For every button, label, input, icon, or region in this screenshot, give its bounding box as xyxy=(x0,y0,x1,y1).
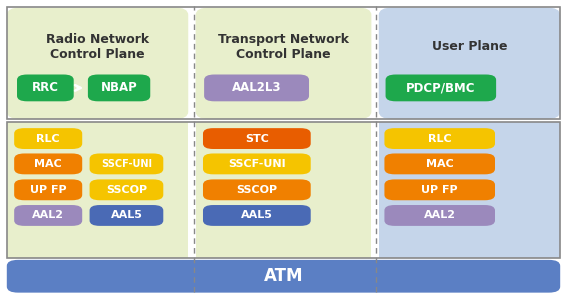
Text: AAL2: AAL2 xyxy=(424,210,456,221)
FancyBboxPatch shape xyxy=(90,179,163,200)
FancyBboxPatch shape xyxy=(384,205,495,226)
Bar xyxy=(196,122,371,258)
FancyBboxPatch shape xyxy=(88,74,150,101)
Text: MAC: MAC xyxy=(35,159,62,169)
FancyBboxPatch shape xyxy=(203,128,311,149)
FancyBboxPatch shape xyxy=(90,153,163,174)
Bar xyxy=(379,122,560,258)
Text: RLC: RLC xyxy=(36,134,60,144)
Text: STC: STC xyxy=(245,134,269,144)
Text: NBAP: NBAP xyxy=(101,81,137,94)
Text: User Plane: User Plane xyxy=(431,40,507,53)
Text: UP FP: UP FP xyxy=(421,185,458,195)
FancyBboxPatch shape xyxy=(196,7,371,119)
Bar xyxy=(7,122,188,258)
Text: AAL2L3: AAL2L3 xyxy=(232,81,281,94)
FancyBboxPatch shape xyxy=(203,179,311,200)
Bar xyxy=(7,7,560,119)
Text: SSCF-UNI: SSCF-UNI xyxy=(101,159,152,169)
Bar xyxy=(7,122,560,258)
FancyBboxPatch shape xyxy=(386,74,496,101)
Text: ATM: ATM xyxy=(264,267,303,285)
Text: AAL2: AAL2 xyxy=(32,210,64,221)
Text: SSCF-UNI: SSCF-UNI xyxy=(228,159,286,169)
Text: MAC: MAC xyxy=(426,159,454,169)
FancyBboxPatch shape xyxy=(7,260,560,293)
FancyBboxPatch shape xyxy=(7,7,188,119)
Text: AAL5: AAL5 xyxy=(111,210,142,221)
FancyBboxPatch shape xyxy=(90,205,163,226)
FancyBboxPatch shape xyxy=(17,74,74,101)
FancyBboxPatch shape xyxy=(14,128,82,149)
Text: SSCOP: SSCOP xyxy=(106,185,147,195)
FancyBboxPatch shape xyxy=(204,74,309,101)
Text: Transport Network
Control Plane: Transport Network Control Plane xyxy=(218,32,349,60)
FancyBboxPatch shape xyxy=(14,153,82,174)
FancyBboxPatch shape xyxy=(384,128,495,149)
Text: UP FP: UP FP xyxy=(30,185,66,195)
FancyBboxPatch shape xyxy=(384,179,495,200)
FancyBboxPatch shape xyxy=(384,153,495,174)
FancyBboxPatch shape xyxy=(203,205,311,226)
Text: RLC: RLC xyxy=(428,134,451,144)
FancyBboxPatch shape xyxy=(14,179,82,200)
FancyBboxPatch shape xyxy=(379,7,560,119)
Text: Radio Network
Control Plane: Radio Network Control Plane xyxy=(46,32,149,60)
FancyBboxPatch shape xyxy=(14,205,82,226)
Text: SSCOP: SSCOP xyxy=(236,185,277,195)
Text: RRC: RRC xyxy=(32,81,59,94)
Text: AAL5: AAL5 xyxy=(241,210,273,221)
Text: PDCP/BMC: PDCP/BMC xyxy=(406,81,476,94)
FancyBboxPatch shape xyxy=(203,153,311,174)
